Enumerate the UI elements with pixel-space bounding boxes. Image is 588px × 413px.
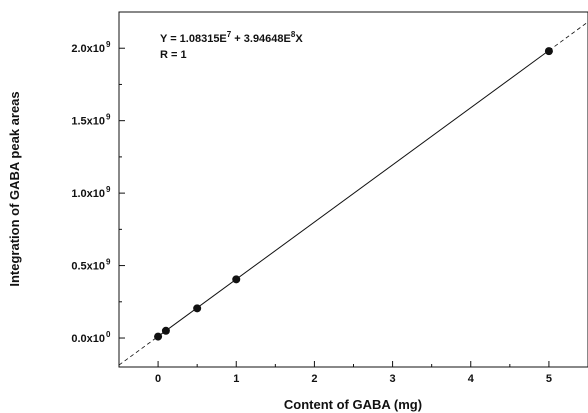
regression-extrapolation-high: [548, 21, 588, 51]
y-tick-label: 2.0x10: [71, 43, 105, 55]
y-tick-exponent: 9: [106, 40, 111, 49]
data-point: [154, 332, 163, 341]
data-point: [161, 326, 170, 335]
y-tick-exponent: 9: [106, 113, 111, 122]
data-point: [193, 304, 202, 313]
y-tick-label: 1.5x10: [71, 116, 105, 128]
x-axis-title: Content of GABA (mg): [284, 397, 422, 412]
y-tick-exponent: 0: [106, 330, 111, 339]
y-tick-label: 0.5x10: [71, 261, 105, 273]
fit-r-value: R = 1: [160, 49, 187, 61]
y-tick-label: 0.0x10: [71, 333, 105, 345]
data-point: [544, 47, 553, 56]
x-axis-ticks: 0 1 2 3 4 5: [155, 361, 588, 385]
regression-line: [157, 50, 550, 337]
x-tick-label: 4: [468, 373, 475, 385]
fit-equation: Y = 1.08315E7 + 3.94648E8X: [160, 30, 303, 45]
y-tick-exponent: 9: [106, 258, 111, 267]
y-tick-exponent: 9: [106, 185, 111, 194]
y-tick-label: 1.0x10: [71, 188, 105, 200]
x-tick-label: 1: [233, 373, 239, 385]
data-points: [154, 47, 553, 341]
x-tick-label: 2: [311, 373, 317, 385]
y-axis-ticks: 0.0x10 00.5x10 91.0x10 91.5x10 92.0x10 9: [71, 11, 125, 345]
regression-extrapolation-low: [118, 336, 159, 366]
x-tick-label: 3: [390, 373, 396, 385]
x-tick-label: 0: [155, 373, 161, 385]
x-tick-label: 5: [546, 373, 552, 385]
data-point: [232, 275, 241, 284]
y-axis-title: Integration of GABA peak areas: [7, 91, 22, 286]
